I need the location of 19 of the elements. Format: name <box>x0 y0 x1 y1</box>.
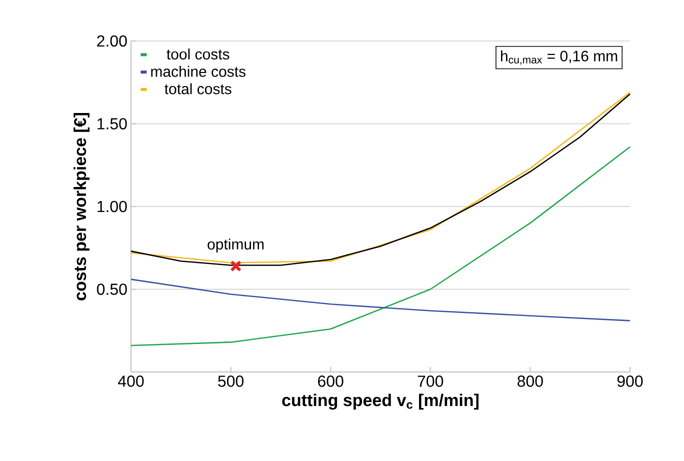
legend-label: machine costs <box>151 66 246 77</box>
line-series <box>130 146 631 346</box>
x-tick-label: 500 <box>218 376 244 387</box>
x-tick-label: 900 <box>617 376 643 387</box>
y-tick-label: 0.50 <box>96 284 127 295</box>
y-axis-title: costs per workpiece [€] <box>74 113 90 300</box>
line-series <box>130 278 631 322</box>
x-tick-label: 600 <box>318 376 344 387</box>
y-tick-label: 2.00 <box>97 35 127 47</box>
x-tick-label: 800 <box>518 376 543 387</box>
annotation: h$_{cu,max}$ = 0,16 mm <box>501 50 618 65</box>
annotation: optimum <box>208 238 264 253</box>
x-tick-label: 700 <box>418 376 444 387</box>
y-tick-label: 1.00 <box>98 200 127 212</box>
x-tick-label: 400 <box>118 376 144 387</box>
legend-label: total costs <box>164 83 232 94</box>
y-tick-label: 1.50 <box>98 118 127 130</box>
legend-label: tool costs <box>166 48 230 60</box>
x-axis-title: cutting speed v$_{c}$ [m/min] <box>282 394 479 410</box>
